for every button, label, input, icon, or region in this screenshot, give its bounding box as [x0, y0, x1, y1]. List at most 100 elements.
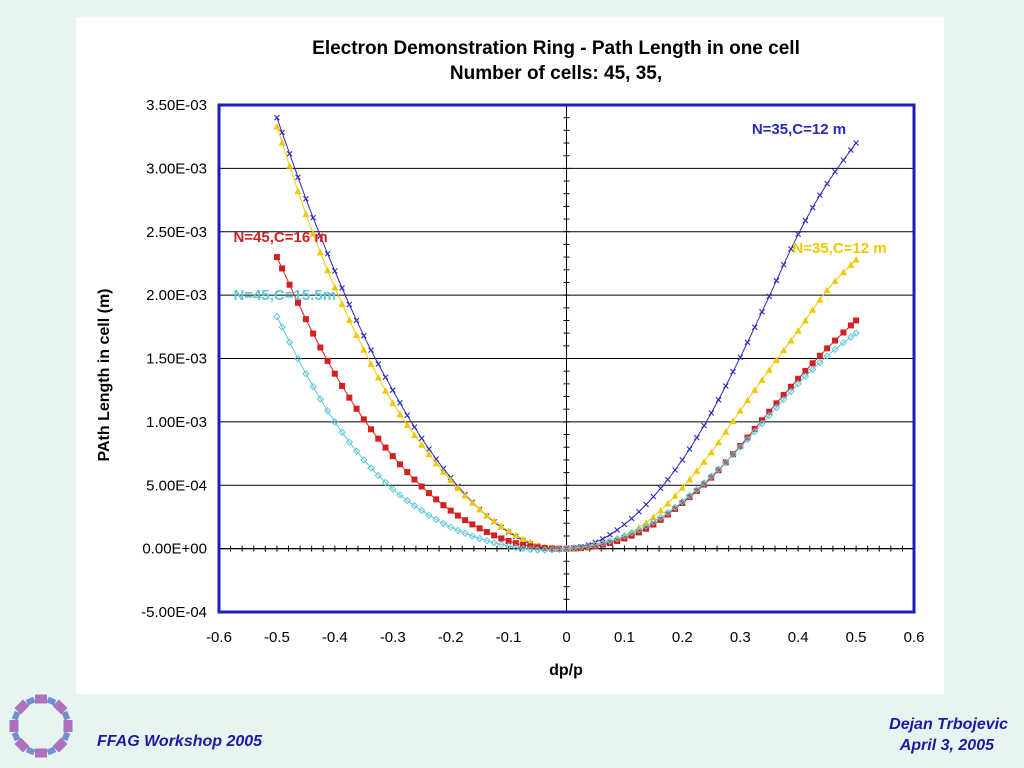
data-point [389, 485, 397, 493]
data-point [715, 467, 722, 474]
logo-magnet [63, 720, 73, 732]
data-point [367, 464, 375, 472]
data-point [439, 519, 448, 528]
y-tick-label: 1.00E-03 [146, 414, 207, 431]
data-point [447, 507, 454, 514]
data-point [353, 331, 361, 338]
data-point [302, 195, 309, 202]
data-point [418, 435, 425, 442]
data-point [816, 358, 824, 367]
data-point [324, 266, 332, 274]
data-point [613, 534, 621, 543]
logo-magnet [25, 746, 36, 756]
data-point [635, 525, 643, 534]
series-label: N=45,C=16 m [233, 229, 327, 246]
data-point [339, 285, 345, 291]
x-tick-label: -0.3 [380, 629, 406, 646]
data-point [555, 545, 563, 553]
data-point [432, 459, 440, 467]
data-point [425, 450, 433, 458]
data-point [316, 248, 324, 256]
data-point [599, 541, 606, 548]
data-point [418, 441, 426, 448]
series-labels: N=35,C=12 m N=35,C=12 m N=45,C=16 m N=45,C=… [233, 121, 886, 304]
data-point [636, 508, 642, 515]
data-point [426, 446, 432, 452]
data-point [310, 330, 317, 337]
data-point [730, 368, 736, 375]
data-point [693, 487, 700, 494]
data-point [678, 498, 687, 506]
data-point [766, 293, 773, 300]
data-point [664, 511, 671, 518]
data-point [294, 187, 302, 195]
logo-magnet [46, 746, 57, 756]
data-point [404, 412, 411, 419]
data-point [685, 492, 694, 500]
data-point [519, 535, 527, 542]
data-point [773, 277, 780, 284]
data-point [454, 526, 462, 535]
data-point [794, 380, 802, 388]
data-point [824, 180, 831, 187]
data-point [671, 492, 679, 499]
data-point [338, 300, 346, 308]
data-point [490, 517, 498, 525]
data-point [462, 517, 469, 524]
data-point [816, 192, 823, 199]
data-point [840, 157, 847, 164]
data-point [664, 476, 671, 483]
data-point [743, 396, 751, 404]
data-point [584, 542, 592, 550]
data-point [708, 410, 715, 416]
data-point [606, 540, 613, 547]
data-point [382, 444, 389, 451]
y-tick-label: 2.50E-03 [146, 224, 207, 241]
data-point [643, 501, 650, 508]
data-point [273, 254, 280, 261]
data-point [700, 479, 708, 487]
data-point [840, 329, 847, 336]
data-point [808, 365, 817, 374]
data-point [802, 367, 809, 374]
data-point [286, 162, 294, 169]
data-point [403, 421, 411, 428]
x-tick-label: -0.2 [438, 629, 464, 646]
data-point [323, 407, 332, 415]
data-point [743, 435, 752, 444]
data-point [765, 411, 773, 420]
data-point [585, 544, 592, 551]
data-point [853, 140, 859, 146]
series-3 [273, 312, 860, 554]
data-point [483, 511, 491, 519]
data-point [853, 317, 860, 324]
data-point [701, 481, 708, 488]
footer-author: Dejan Trbojevic [889, 716, 1008, 733]
data-point [512, 540, 519, 547]
data-point [693, 485, 701, 494]
data-point [389, 399, 397, 406]
data-point [773, 400, 780, 407]
data-point [556, 545, 563, 552]
logo-magnet [46, 696, 57, 706]
data-point [809, 306, 817, 313]
data-point [302, 370, 310, 378]
data-point [657, 516, 664, 523]
data-point [410, 502, 419, 510]
data-point [375, 435, 382, 442]
data-point [765, 366, 773, 373]
data-point [389, 387, 396, 394]
data-point [294, 355, 302, 363]
data-point [374, 471, 382, 480]
data-point [744, 434, 751, 441]
data-point [599, 536, 606, 542]
data-point [656, 513, 665, 522]
data-point [671, 503, 679, 512]
data-point [324, 250, 331, 257]
data-point [737, 442, 744, 449]
data-point [780, 261, 787, 268]
data-point [832, 337, 839, 344]
data-point [273, 123, 281, 130]
data-point [852, 329, 860, 337]
data-point [847, 261, 855, 268]
